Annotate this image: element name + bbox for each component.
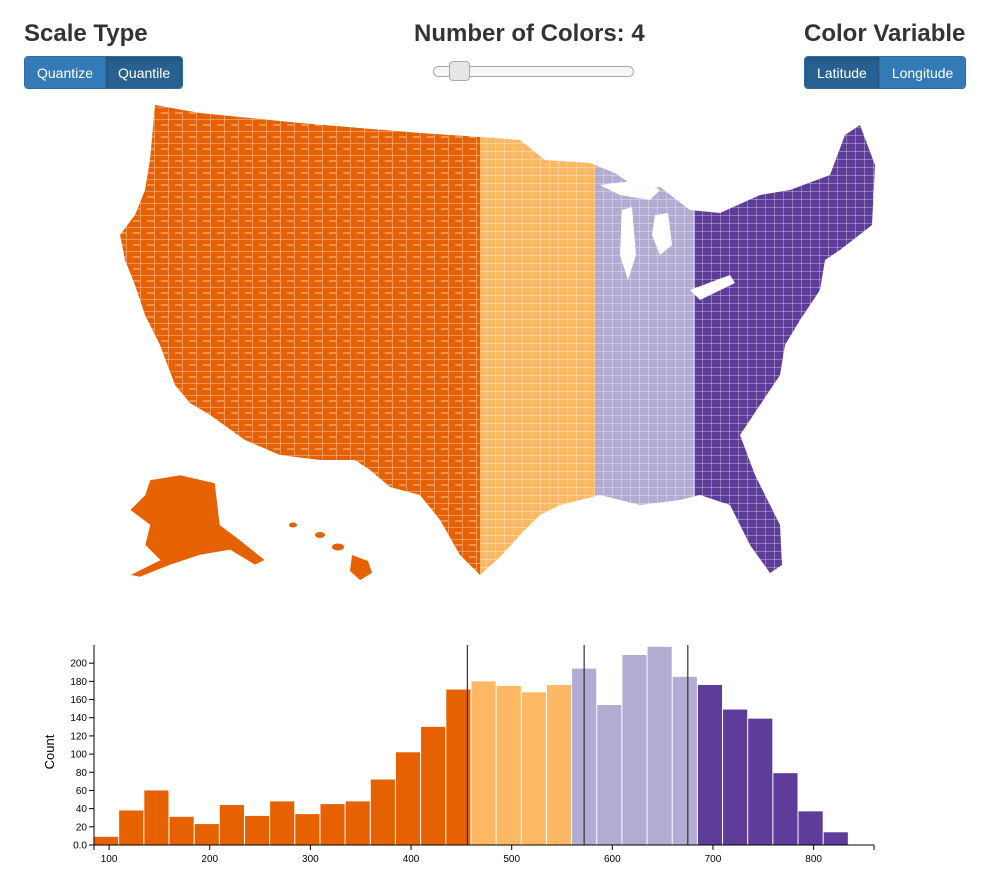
histogram-bar bbox=[244, 815, 270, 845]
y-axis: 0.0 20 40 60 80 100 120 140 160 180 200 bbox=[70, 645, 95, 852]
y-tick-label: 40 bbox=[76, 804, 88, 815]
x-tick-label: 600 bbox=[604, 854, 621, 865]
scale-type-button-group: Quantize Quantile bbox=[24, 56, 184, 89]
hawaii-island-oahu bbox=[315, 532, 325, 538]
longitude-histogram: 0.0 20 40 60 80 100 120 140 160 180 200 100 200 300 4… bbox=[42, 645, 875, 865]
alaska bbox=[129, 474, 266, 578]
y-tick-label: 140 bbox=[70, 713, 87, 724]
lake-huron bbox=[652, 213, 672, 255]
x-tick-label: 800 bbox=[805, 854, 822, 865]
county-borders-east bbox=[480, 105, 875, 575]
hawaii-island-maui bbox=[332, 543, 344, 551]
hawaii bbox=[289, 522, 372, 580]
x-axis: 100 200 300 400 500 600 700 800 bbox=[93, 844, 875, 865]
histogram-bar bbox=[672, 676, 697, 845]
histogram-bar bbox=[647, 646, 672, 845]
histogram-bar bbox=[597, 705, 622, 845]
x-tick-label: 300 bbox=[302, 854, 319, 865]
number-of-colors-slider-track[interactable] bbox=[433, 66, 634, 77]
histogram-bar bbox=[169, 816, 194, 845]
y-axis-label: Count bbox=[42, 734, 57, 769]
histogram-bar bbox=[622, 655, 647, 845]
histogram-bar bbox=[270, 801, 295, 845]
histogram-bar bbox=[94, 836, 119, 845]
number-of-colors-title: Number of Colors: 4 bbox=[414, 20, 645, 47]
lake-erie bbox=[690, 275, 735, 300]
histogram-bar bbox=[144, 790, 169, 845]
scale-type-title: Scale Type bbox=[24, 20, 148, 47]
histogram-bar bbox=[521, 692, 546, 845]
x-tick-label: 400 bbox=[403, 854, 420, 865]
histogram-bar bbox=[194, 824, 219, 845]
color-variable-title: Color Variable bbox=[804, 20, 966, 47]
histogram-bar bbox=[219, 805, 244, 845]
histogram-bar bbox=[723, 709, 748, 845]
histogram-bar bbox=[446, 689, 471, 845]
histogram-bar bbox=[546, 685, 572, 845]
x-tick-label: 200 bbox=[201, 854, 218, 865]
lake-michigan bbox=[620, 207, 636, 280]
x-tick-label: 500 bbox=[503, 854, 520, 865]
histogram-bar bbox=[395, 752, 421, 845]
hawaii-island-big-island bbox=[350, 555, 372, 580]
y-tick-label: 60 bbox=[76, 786, 88, 797]
us-county-map bbox=[120, 105, 875, 580]
histogram-bar bbox=[798, 811, 823, 845]
hawaii-island-kauai bbox=[289, 522, 297, 528]
y-tick-label: 200 bbox=[70, 659, 87, 670]
y-tick-label: 160 bbox=[70, 695, 87, 706]
quantile-break-lines bbox=[466, 645, 689, 845]
histogram-bar bbox=[471, 681, 496, 845]
histogram-bar bbox=[295, 814, 320, 845]
y-tick-label: 100 bbox=[70, 750, 87, 761]
longitude-button[interactable]: Longitude bbox=[878, 57, 966, 88]
histogram-bar bbox=[370, 779, 395, 845]
y-tick-label: 180 bbox=[70, 677, 87, 688]
histogram-bar bbox=[345, 801, 370, 845]
y-tick-label: 0.0 bbox=[73, 841, 87, 852]
number-of-colors-slider-handle[interactable] bbox=[449, 61, 470, 81]
histogram-bar bbox=[748, 718, 773, 845]
y-tick-label: 120 bbox=[70, 731, 87, 742]
histogram-bar bbox=[773, 773, 798, 845]
y-tick-label: 20 bbox=[76, 822, 88, 833]
x-tick-label: 700 bbox=[705, 854, 722, 865]
histogram-bar bbox=[119, 810, 144, 845]
histogram-bar bbox=[823, 832, 848, 845]
histogram-bar bbox=[697, 685, 723, 845]
color-variable-button-group: Latitude Longitude bbox=[804, 56, 967, 89]
latitude-button[interactable]: Latitude bbox=[805, 57, 879, 88]
y-tick-label: 80 bbox=[76, 768, 88, 779]
contiguous-us bbox=[120, 105, 875, 575]
quantize-button[interactable]: Quantize bbox=[25, 57, 106, 88]
histogram-bar bbox=[496, 685, 521, 845]
histogram-bars bbox=[94, 646, 848, 845]
histogram-bar bbox=[320, 804, 345, 845]
x-tick-label: 100 bbox=[101, 854, 118, 865]
histogram-bar bbox=[421, 726, 446, 845]
quantile-button[interactable]: Quantile bbox=[105, 57, 183, 88]
